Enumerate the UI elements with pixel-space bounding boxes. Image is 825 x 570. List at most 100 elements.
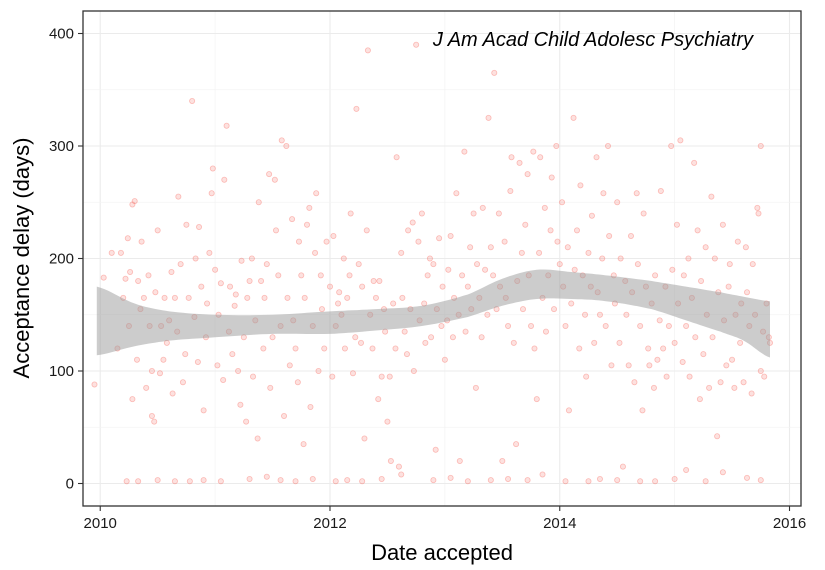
y-tick-label: 400: [49, 26, 74, 43]
data-point: [232, 291, 239, 298]
data-point: [392, 345, 399, 352]
data-point: [395, 463, 402, 470]
data-point: [459, 272, 466, 279]
data-point: [726, 261, 733, 268]
data-point: [217, 478, 224, 485]
data-point: [585, 478, 592, 485]
data-point: [660, 345, 667, 352]
data-point: [568, 300, 575, 307]
x-tick-label: 2012: [313, 515, 346, 532]
data-point: [231, 302, 238, 309]
data-point: [487, 244, 494, 251]
data-point: [359, 478, 366, 485]
data-point: [616, 339, 623, 346]
data-point: [596, 311, 603, 318]
data-point: [499, 457, 506, 464]
data-point: [542, 328, 549, 335]
data-point: [491, 69, 498, 76]
data-point: [341, 345, 348, 352]
data-point: [717, 379, 724, 386]
data-point: [462, 328, 469, 335]
data-point: [347, 210, 354, 217]
data-point: [447, 232, 454, 239]
data-point: [737, 339, 744, 346]
data-point: [706, 384, 713, 391]
data-point: [654, 356, 661, 363]
data-point: [614, 199, 621, 206]
data-point: [472, 384, 479, 391]
confidence-band: [96, 269, 771, 358]
data-point: [123, 478, 130, 485]
data-point: [315, 367, 322, 374]
data-point: [269, 334, 276, 341]
data-point: [516, 159, 523, 166]
data-point: [474, 261, 481, 268]
data-point: [533, 396, 540, 403]
data-point: [220, 376, 227, 383]
data-point: [272, 227, 279, 234]
data-point: [551, 306, 558, 313]
data-point: [100, 274, 107, 281]
data-point: [171, 478, 178, 485]
data-point: [306, 204, 313, 211]
data-point: [384, 418, 391, 425]
data-point: [657, 187, 664, 194]
data-point: [627, 232, 634, 239]
data-point: [583, 373, 590, 380]
data-point: [403, 351, 410, 358]
data-point: [582, 311, 589, 318]
data-point: [596, 475, 603, 482]
data-point: [186, 478, 193, 485]
data-point: [117, 249, 124, 256]
data-point: [386, 373, 393, 380]
data-point: [464, 283, 471, 290]
data-point: [599, 255, 606, 262]
data-point: [229, 351, 236, 358]
data-point: [255, 199, 262, 206]
data-point: [725, 283, 732, 290]
data-point: [292, 345, 299, 352]
data-point: [323, 238, 330, 245]
data-point: [160, 356, 167, 363]
data-point: [198, 283, 205, 290]
data-point: [652, 478, 659, 485]
data-point: [312, 249, 319, 256]
data-point: [605, 142, 612, 149]
y-tick-label: 0: [66, 476, 74, 493]
data-point: [317, 272, 324, 279]
data-point: [436, 235, 443, 242]
data-point: [246, 277, 253, 284]
data-point: [430, 477, 437, 484]
data-point: [464, 478, 471, 485]
data-point: [696, 396, 703, 403]
data-point: [744, 474, 751, 481]
data-point: [723, 362, 730, 369]
data-point: [709, 334, 716, 341]
data-point: [702, 478, 709, 485]
data-point: [602, 322, 609, 329]
data-point: [755, 210, 762, 217]
data-point: [244, 294, 251, 301]
data-point: [284, 294, 291, 301]
data-point: [376, 277, 383, 284]
data-point: [275, 272, 282, 279]
data-point: [330, 232, 337, 239]
data-point: [456, 457, 463, 464]
data-point: [668, 142, 675, 149]
data-point: [321, 345, 328, 352]
data-point: [364, 47, 371, 54]
data-point: [246, 475, 253, 482]
data-point: [260, 345, 267, 352]
data-point: [422, 339, 429, 346]
data-point: [650, 384, 657, 391]
data-point: [562, 322, 569, 329]
data-point: [108, 249, 115, 256]
data-point: [570, 114, 577, 121]
data-point: [352, 334, 359, 341]
data-point: [547, 227, 554, 234]
data-point: [679, 358, 686, 365]
data-point: [208, 190, 215, 197]
data-point: [378, 373, 385, 380]
data-point: [539, 471, 546, 478]
data-point: [700, 351, 707, 358]
